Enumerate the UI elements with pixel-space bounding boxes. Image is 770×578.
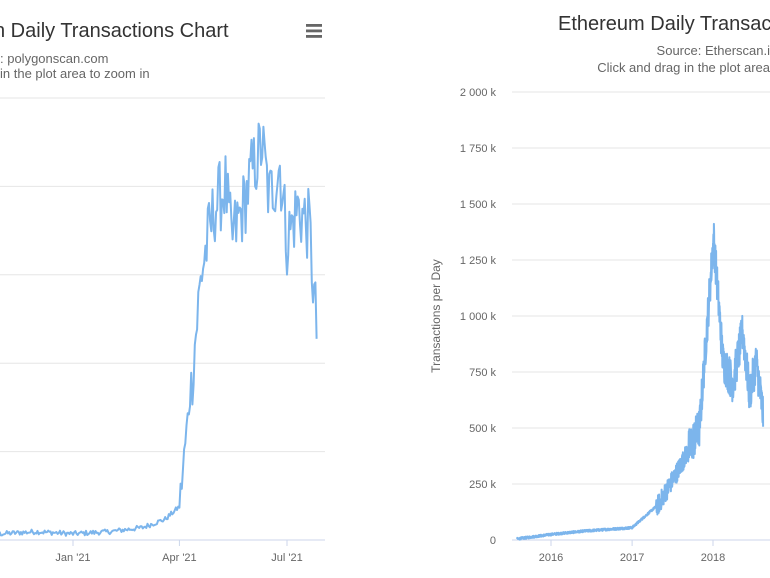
- right-y-tick-label: 1 500 k: [460, 199, 497, 211]
- right-y-tick-label: 1 000 k: [460, 311, 497, 323]
- left-chart-hint: in the plot area to zoom in: [0, 66, 150, 81]
- right-y-tick-label: 750 k: [469, 367, 496, 379]
- right-y-tick-label: 500 k: [469, 423, 496, 435]
- menu-icon-bar: [306, 35, 322, 38]
- left-series-line: [0, 122, 318, 537]
- right-x-tick-label: 2018: [701, 552, 725, 564]
- right-y-tick-label: 2 000 k: [460, 87, 497, 99]
- right-y-ticks: 0 250 k 500 k 750 k 1 000 k 1 250 k 1 500 k 1 7…: [460, 87, 497, 547]
- right-y-tick-label: 0: [490, 535, 496, 547]
- right-chart-hint: Click and drag in the plot area: [597, 60, 770, 75]
- left-gridlines: [0, 97, 325, 453]
- right-x-tick-label: 2016: [539, 552, 563, 564]
- right-x-ticks: 2016 2017 2018: [539, 540, 725, 564]
- right-chart-title: Ethereum Daily Transac: [558, 13, 770, 35]
- left-chart-source: : polygonscan.com: [0, 51, 108, 66]
- right-y-axis-label: Transactions per Day: [429, 259, 443, 373]
- menu-icon: [306, 24, 322, 27]
- left-x-tick-label: Jul '21: [271, 552, 302, 564]
- right-y-tick-label: 250 k: [469, 479, 496, 491]
- right-y-tick-label: 1 250 k: [460, 255, 497, 267]
- right-gridlines: [512, 91, 770, 541]
- left-x-ticks: Jan '21 Apr '21 Jul '21: [55, 540, 303, 564]
- left-x-tick-label: Jan '21: [55, 552, 90, 564]
- left-chart-title: n Daily Transactions Chart: [0, 20, 229, 42]
- chart-menu-button[interactable]: [303, 20, 327, 42]
- right-y-tick-label: 1 750 k: [460, 143, 497, 155]
- right-chart-source: Source: Etherscan.i: [657, 43, 770, 58]
- right-series-line: [516, 222, 765, 541]
- right-x-tick-label: 2017: [620, 552, 644, 564]
- menu-icon-bar: [306, 29, 322, 33]
- left-x-tick-label: Apr '21: [162, 552, 197, 564]
- left-chart: n Daily Transactions Chart : polygonscan…: [0, 20, 327, 564]
- right-chart: Ethereum Daily Transac Source: Etherscan…: [429, 13, 770, 564]
